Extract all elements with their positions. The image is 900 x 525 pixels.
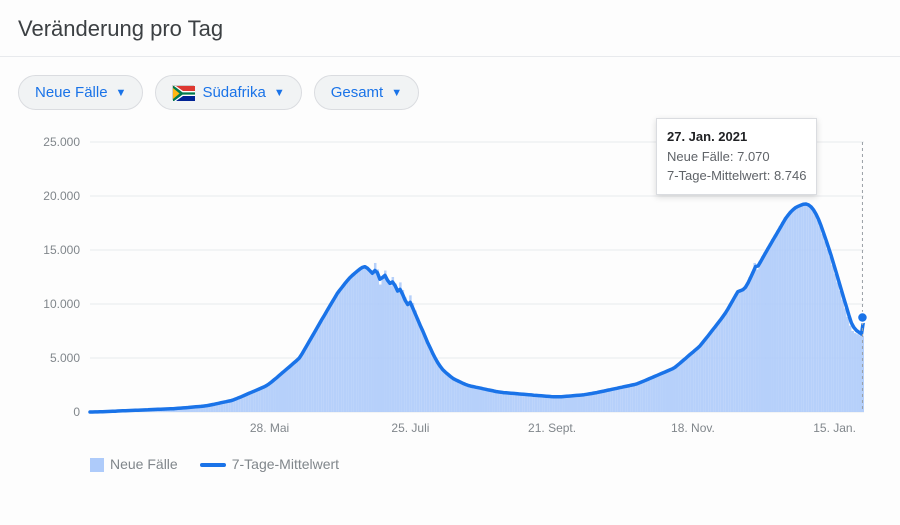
svg-text:28. Mai: 28. Mai <box>250 421 289 435</box>
svg-text:20.000: 20.000 <box>43 189 80 203</box>
svg-text:25. Juli: 25. Juli <box>391 421 429 435</box>
chevron-down-icon: ▼ <box>391 87 402 99</box>
legend-item-bars: Neue Fälle <box>90 456 178 472</box>
svg-text:5.000: 5.000 <box>50 351 80 365</box>
tooltip-row-cases: Neue Fälle: 7.070 <box>667 147 806 167</box>
svg-text:0: 0 <box>73 405 80 419</box>
chart-container: 0 5.000 10.000 15.000 20.000 25.000 28. Mai 25.… <box>0 118 900 454</box>
svg-text:21. Sept.: 21. Sept. <box>528 421 576 435</box>
filter-bar: Neue Fälle ▼ Südafrika ▼ Gesamt ▼ <box>0 57 900 118</box>
page-title: Veränderung pro Tag <box>18 16 882 42</box>
header: Veränderung pro Tag <box>0 0 900 57</box>
chevron-down-icon: ▼ <box>274 87 285 99</box>
scope-dropdown[interactable]: Gesamt ▼ <box>314 75 419 110</box>
tooltip-date: 27. Jan. 2021 <box>667 127 806 147</box>
svg-text:10.000: 10.000 <box>43 297 80 311</box>
legend-swatch-bars <box>90 458 104 472</box>
flag-icon <box>172 85 194 100</box>
country-dropdown[interactable]: Südafrika ▼ <box>155 75 301 110</box>
tooltip-row-avg: 7-Tage-Mittelwert: 8.746 <box>667 166 806 186</box>
svg-text:18. Nov.: 18. Nov. <box>671 421 715 435</box>
country-label: Südafrika <box>202 84 265 101</box>
chevron-down-icon: ▼ <box>116 87 127 99</box>
svg-text:15.000: 15.000 <box>43 243 80 257</box>
scope-label: Gesamt <box>331 84 384 101</box>
chart-legend: Neue Fälle 7-Tage-Mittelwert <box>0 454 900 480</box>
svg-text:25.000: 25.000 <box>43 135 80 149</box>
metric-dropdown[interactable]: Neue Fälle ▼ <box>18 75 143 110</box>
legend-item-line: 7-Tage-Mittelwert <box>200 456 339 472</box>
metric-label: Neue Fälle <box>35 84 108 101</box>
chart-tooltip: 27. Jan. 2021 Neue Fälle: 7.070 7-Tage-M… <box>656 118 817 195</box>
svg-text:15. Jan.: 15. Jan. <box>813 421 856 435</box>
legend-swatch-line <box>200 463 226 467</box>
